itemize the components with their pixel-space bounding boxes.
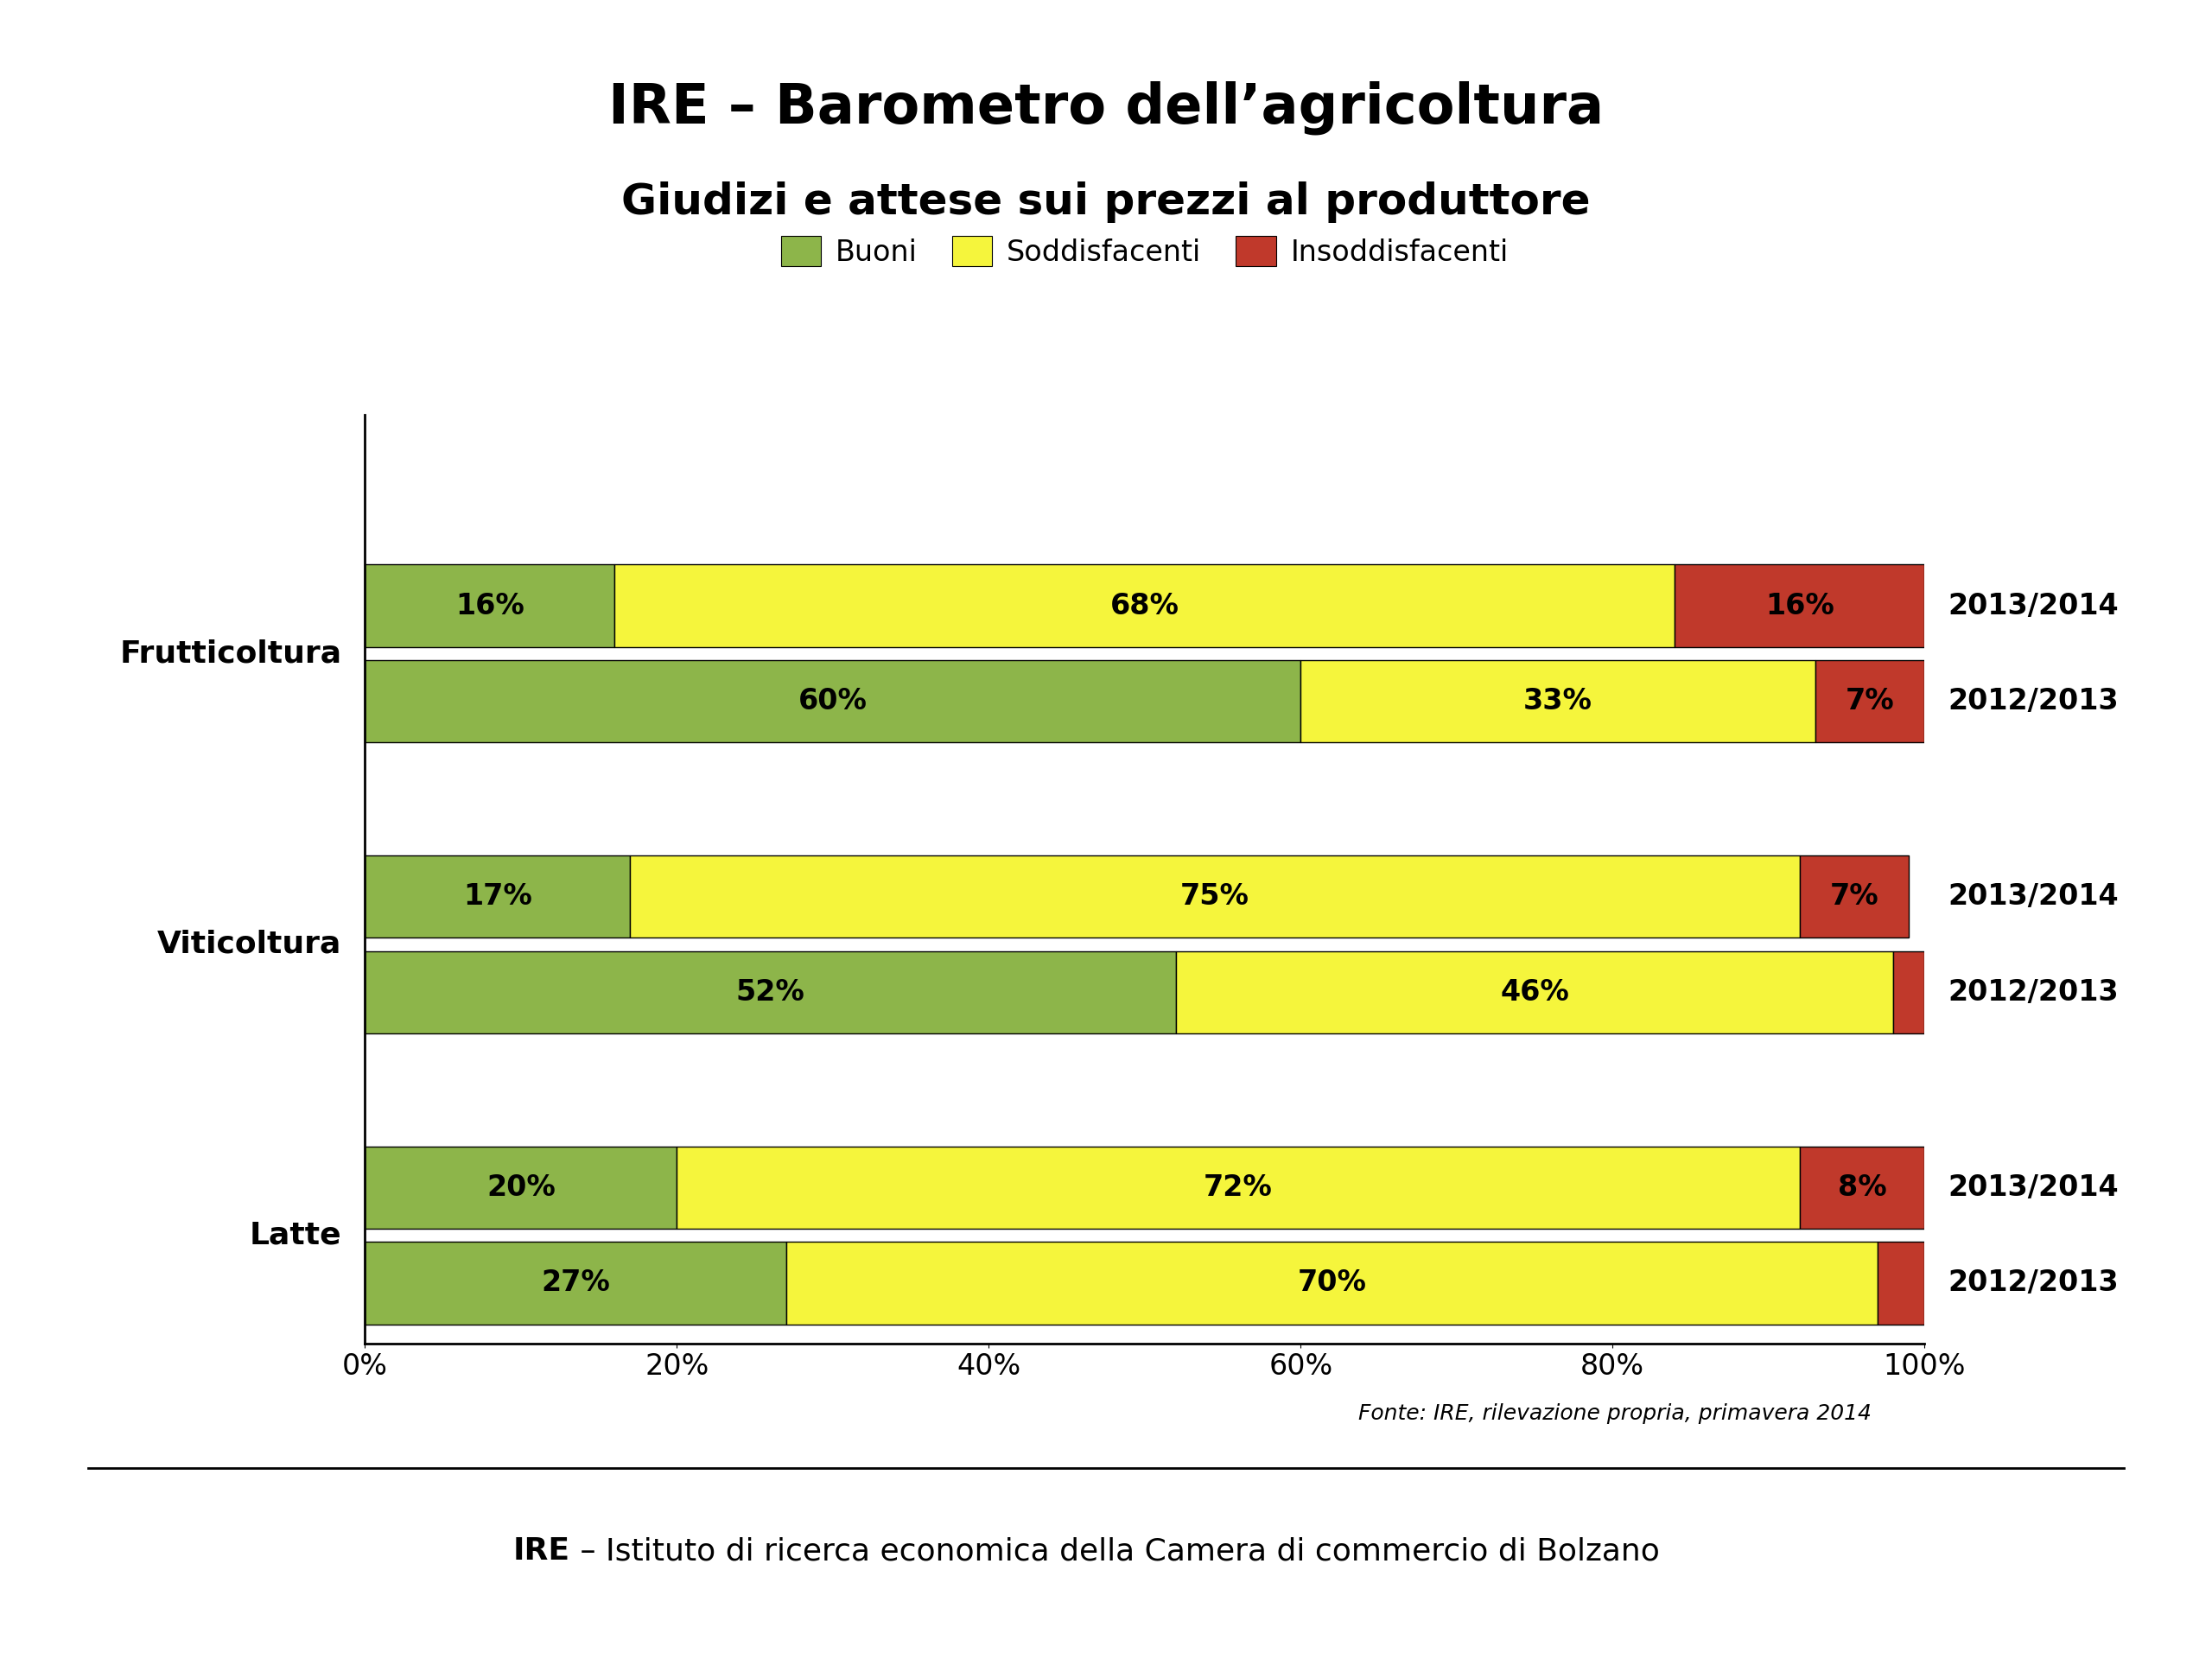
Text: Giudizi e attese sui prezzi al produttore: Giudizi e attese sui prezzi al produttor…: [622, 182, 1590, 224]
Bar: [615, 564, 1674, 647]
Bar: [1801, 1146, 1924, 1229]
Text: 2012/2013: 2012/2013: [1949, 1269, 2119, 1297]
Text: 2012/2013: 2012/2013: [1949, 687, 2119, 715]
Bar: [365, 1146, 677, 1229]
Bar: [1301, 660, 1816, 743]
Text: 2013/2014: 2013/2014: [1949, 592, 2119, 620]
Bar: [630, 856, 1801, 937]
Text: 27%: 27%: [542, 1269, 611, 1297]
Text: 70%: 70%: [1296, 1269, 1367, 1297]
Bar: [1177, 951, 1893, 1034]
Text: IRE – Barometro dell’agricoltura: IRE – Barometro dell’agricoltura: [608, 81, 1604, 134]
Text: Frutticoltura: Frutticoltura: [119, 639, 341, 669]
Bar: [365, 1243, 785, 1324]
Text: Latte: Latte: [250, 1221, 341, 1249]
Bar: [1878, 1243, 1924, 1324]
Bar: [365, 564, 615, 647]
Text: 68%: 68%: [1110, 592, 1179, 620]
Bar: [365, 951, 1177, 1034]
Bar: [1674, 564, 1924, 647]
Text: 7%: 7%: [1829, 883, 1878, 911]
Legend: Buoni, Soddisfacenti, Insoddisfacenti: Buoni, Soddisfacenti, Insoddisfacenti: [770, 224, 1520, 279]
Text: 33%: 33%: [1524, 687, 1593, 715]
Text: 75%: 75%: [1181, 883, 1250, 911]
Bar: [365, 660, 1301, 743]
Text: 52%: 52%: [737, 977, 805, 1007]
Text: 16%: 16%: [1765, 592, 1834, 620]
Text: 16%: 16%: [456, 592, 524, 620]
Text: IRE: IRE: [513, 1536, 571, 1566]
Text: 17%: 17%: [462, 883, 533, 911]
Text: Fonte: IRE, rilevazione propria, primavera 2014: Fonte: IRE, rilevazione propria, primave…: [1358, 1404, 1871, 1423]
Text: 7%: 7%: [1845, 687, 1893, 715]
Text: 2012/2013: 2012/2013: [1949, 977, 2119, 1007]
Text: 60%: 60%: [799, 687, 867, 715]
Bar: [1893, 951, 1924, 1034]
Text: – Istituto di ricerca economica della Camera di commercio di Bolzano: – Istituto di ricerca economica della Ca…: [571, 1536, 1661, 1566]
Bar: [785, 1243, 1878, 1324]
Text: 8%: 8%: [1838, 1173, 1887, 1201]
Bar: [365, 856, 630, 937]
Bar: [1801, 856, 1909, 937]
Text: 72%: 72%: [1203, 1173, 1272, 1201]
Text: 20%: 20%: [487, 1173, 555, 1201]
Text: Viticoltura: Viticoltura: [157, 929, 341, 959]
Text: 2013/2014: 2013/2014: [1949, 1173, 2119, 1201]
Bar: [677, 1146, 1801, 1229]
Text: 46%: 46%: [1500, 977, 1568, 1007]
Text: 2013/2014: 2013/2014: [1949, 883, 2119, 911]
Bar: [1816, 660, 1924, 743]
